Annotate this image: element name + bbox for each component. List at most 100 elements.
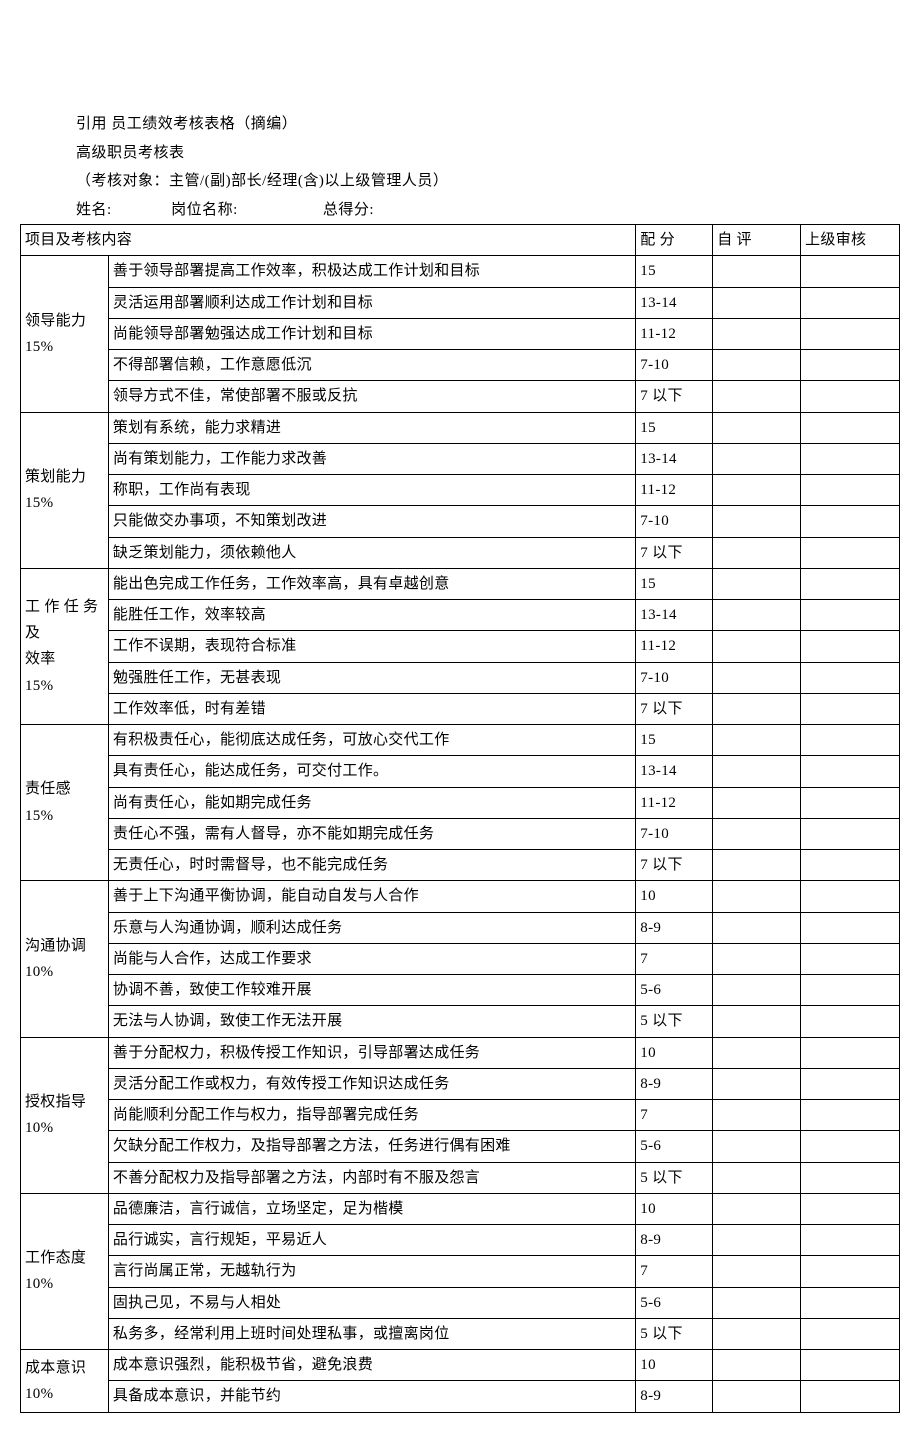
self-eval-cell[interactable] (713, 693, 801, 724)
self-eval-cell[interactable] (713, 975, 801, 1006)
criteria-desc: 勉强胜任工作，无甚表现 (108, 662, 635, 693)
review-cell[interactable] (801, 1068, 900, 1099)
score-range: 5-6 (636, 1131, 713, 1162)
self-eval-cell[interactable] (713, 1162, 801, 1193)
review-cell[interactable] (801, 662, 900, 693)
self-eval-cell[interactable] (713, 1350, 801, 1381)
table-row: 工 作 任 务 及效率15%能出色完成工作任务，工作效率高，具有卓越创意15 (21, 568, 900, 599)
self-eval-cell[interactable] (713, 475, 801, 506)
review-cell[interactable] (801, 443, 900, 474)
self-eval-cell[interactable] (713, 631, 801, 662)
review-cell[interactable] (801, 475, 900, 506)
review-cell[interactable] (801, 350, 900, 381)
self-eval-cell[interactable] (713, 381, 801, 412)
self-eval-cell[interactable] (713, 1381, 801, 1412)
review-cell[interactable] (801, 1100, 900, 1131)
review-cell[interactable] (801, 881, 900, 912)
col-project: 项目及考核内容 (21, 225, 636, 256)
review-cell[interactable] (801, 1287, 900, 1318)
table-row: 领导能力15%善于领导部署提高工作效率，积极达成工作计划和目标15 (21, 256, 900, 287)
table-row: 言行尚属正常，无越轨行为7 (21, 1256, 900, 1287)
score-range: 7 (636, 1256, 713, 1287)
review-cell[interactable] (801, 975, 900, 1006)
self-eval-cell[interactable] (713, 568, 801, 599)
review-cell[interactable] (801, 1162, 900, 1193)
review-cell[interactable] (801, 256, 900, 287)
criteria-desc: 责任心不强，需有人督导，亦不能如期完成任务 (108, 818, 635, 849)
self-eval-cell[interactable] (713, 912, 801, 943)
review-cell[interactable] (801, 756, 900, 787)
review-cell[interactable] (801, 1381, 900, 1412)
table-row: 乐意与人沟通协调，顺利达成任务8-9 (21, 912, 900, 943)
self-eval-cell[interactable] (713, 537, 801, 568)
criteria-desc: 策划有系统，能力求精进 (108, 412, 635, 443)
review-cell[interactable] (801, 1318, 900, 1349)
review-cell[interactable] (801, 1350, 900, 1381)
table-row: 策划能力15%策划有系统，能力求精进15 (21, 412, 900, 443)
table-row: 欠缺分配工作权力，及指导部署之方法，任务进行偶有困难5-6 (21, 1131, 900, 1162)
self-eval-cell[interactable] (713, 1068, 801, 1099)
review-cell[interactable] (801, 1037, 900, 1068)
evaluation-table: 项目及考核内容 配 分 自 评 上级审核 领导能力15%善于领导部署提高工作效率… (20, 224, 900, 1413)
review-cell[interactable] (801, 693, 900, 724)
self-eval-cell[interactable] (713, 1193, 801, 1224)
table-row: 灵活分配工作或权力，有效传授工作知识达成任务8-9 (21, 1068, 900, 1099)
review-cell[interactable] (801, 600, 900, 631)
review-cell[interactable] (801, 318, 900, 349)
criteria-desc: 协调不善，致使工作较难开展 (108, 975, 635, 1006)
review-cell[interactable] (801, 1006, 900, 1037)
review-cell[interactable] (801, 631, 900, 662)
self-eval-cell[interactable] (713, 412, 801, 443)
self-eval-cell[interactable] (713, 1037, 801, 1068)
self-eval-cell[interactable] (713, 756, 801, 787)
review-cell[interactable] (801, 725, 900, 756)
review-cell[interactable] (801, 1225, 900, 1256)
score-range: 10 (636, 1350, 713, 1381)
self-eval-cell[interactable] (713, 1225, 801, 1256)
self-eval-cell[interactable] (713, 1100, 801, 1131)
review-cell[interactable] (801, 1193, 900, 1224)
review-cell[interactable] (801, 818, 900, 849)
review-cell[interactable] (801, 1131, 900, 1162)
subtitle-line: 高级职员考核表 (76, 139, 900, 168)
review-cell[interactable] (801, 506, 900, 537)
self-eval-cell[interactable] (713, 506, 801, 537)
self-eval-cell[interactable] (713, 787, 801, 818)
table-row: 缺乏策划能力，须依赖他人7 以下 (21, 537, 900, 568)
self-eval-cell[interactable] (713, 287, 801, 318)
review-cell[interactable] (801, 787, 900, 818)
table-row: 不善分配权力及指导部署之方法，内部时有不服及怨言5 以下 (21, 1162, 900, 1193)
self-eval-cell[interactable] (713, 881, 801, 912)
info-row: 姓名: 岗位名称: 总得分: (76, 196, 900, 225)
self-eval-cell[interactable] (713, 1318, 801, 1349)
review-cell[interactable] (801, 912, 900, 943)
review-cell[interactable] (801, 1256, 900, 1287)
score-range: 7 以下 (636, 381, 713, 412)
review-cell[interactable] (801, 287, 900, 318)
criteria-desc: 缺乏策划能力，须依赖他人 (108, 537, 635, 568)
review-cell[interactable] (801, 568, 900, 599)
self-eval-cell[interactable] (713, 318, 801, 349)
review-cell[interactable] (801, 537, 900, 568)
review-cell[interactable] (801, 381, 900, 412)
self-eval-cell[interactable] (713, 1131, 801, 1162)
self-eval-cell[interactable] (713, 1287, 801, 1318)
self-eval-cell[interactable] (713, 256, 801, 287)
self-eval-cell[interactable] (713, 350, 801, 381)
score-range: 5 以下 (636, 1162, 713, 1193)
self-eval-cell[interactable] (713, 850, 801, 881)
review-cell[interactable] (801, 943, 900, 974)
self-eval-cell[interactable] (713, 662, 801, 693)
review-cell[interactable] (801, 412, 900, 443)
self-eval-cell[interactable] (713, 443, 801, 474)
self-eval-cell[interactable] (713, 818, 801, 849)
self-eval-cell[interactable] (713, 943, 801, 974)
self-eval-cell[interactable] (713, 725, 801, 756)
self-eval-cell[interactable] (713, 1256, 801, 1287)
self-eval-cell[interactable] (713, 1006, 801, 1037)
review-cell[interactable] (801, 850, 900, 881)
table-row: 勉强胜任工作，无甚表现7-10 (21, 662, 900, 693)
self-eval-cell[interactable] (713, 600, 801, 631)
criteria-desc: 乐意与人沟通协调，顺利达成任务 (108, 912, 635, 943)
table-row: 尚能与人合作，达成工作要求7 (21, 943, 900, 974)
